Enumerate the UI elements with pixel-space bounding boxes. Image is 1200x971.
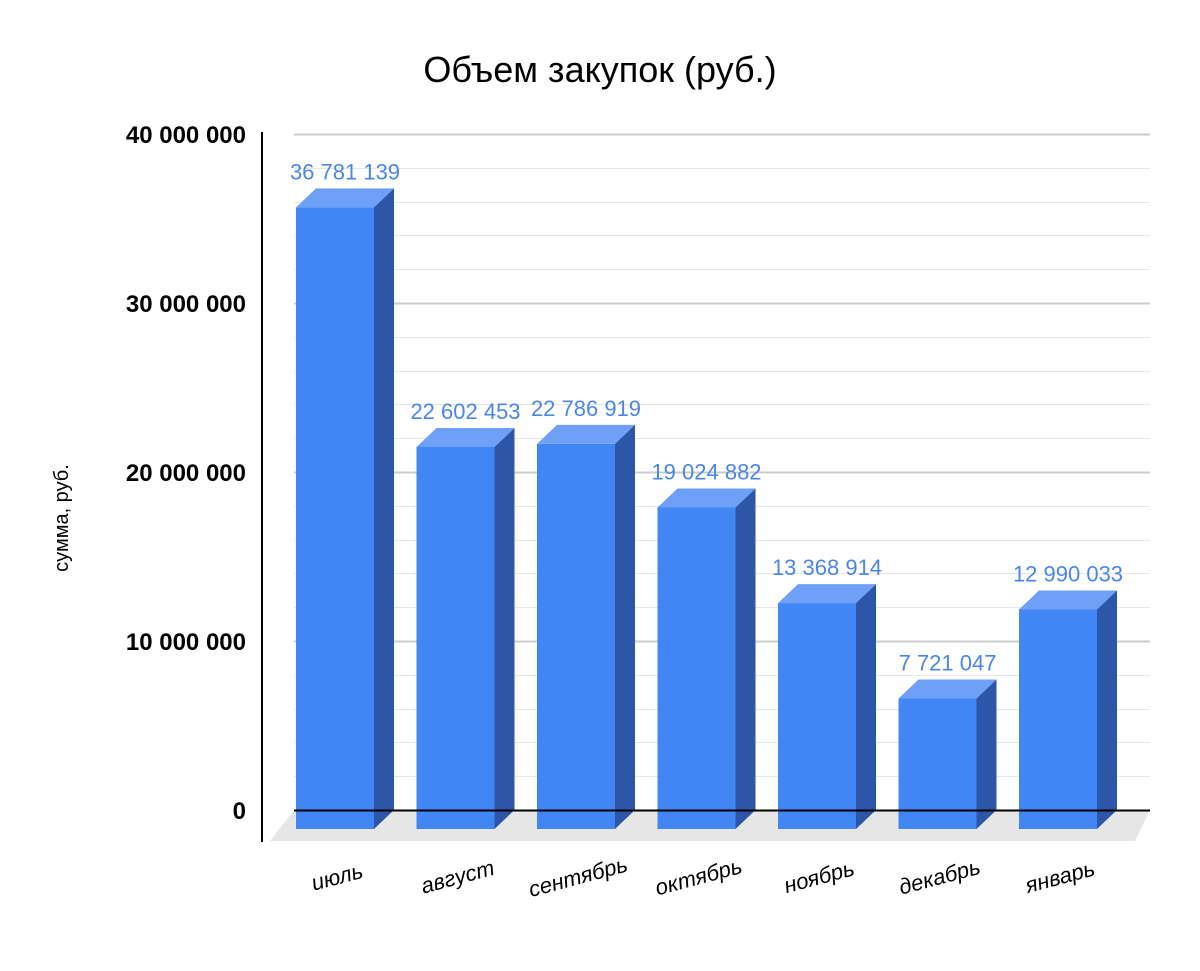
bar-front	[296, 207, 374, 830]
bar-side	[374, 188, 394, 830]
bar-front	[657, 507, 736, 829]
x-tick-label: июль	[309, 858, 366, 896]
y-ticks: 0 10 000 000 20 000 000 30 000 000 40 000 00…	[126, 122, 246, 825]
bar-side	[615, 424, 635, 829]
bar-top	[778, 584, 876, 604]
bar-6	[898, 679, 997, 829]
y-tick-label: 30 000 000	[126, 291, 246, 318]
y-tick-label: 40 000 000	[126, 122, 246, 149]
bar-front	[537, 443, 615, 829]
y-axis-label: сумма, руб.	[51, 464, 73, 572]
data-label: 19 024 882	[651, 459, 761, 484]
x-tick-label: август	[418, 855, 497, 899]
x-ticks: июль август сентябрь октябрь ноябрь декабрь ян…	[309, 852, 1098, 902]
data-label: 22 786 919	[531, 396, 641, 421]
data-label: 22 602 453	[410, 399, 520, 424]
bar-top	[898, 679, 997, 699]
bar-side	[494, 428, 515, 829]
y-tick-label: 10 000 000	[126, 629, 246, 656]
bar-7	[1019, 590, 1117, 829]
bar-top	[537, 424, 635, 444]
y-tick-label: 0	[233, 798, 246, 825]
bars	[296, 188, 1117, 830]
data-labels: 36 781 139 22 602 453 22 786 919 19 024 882…	[290, 159, 1123, 675]
data-label: 13 368 914	[772, 555, 882, 580]
bar-4	[657, 488, 756, 829]
bar-front	[898, 698, 977, 829]
x-tick-label: сентябрь	[526, 852, 630, 902]
bar-top	[416, 428, 515, 448]
x-tick-label: ноябрь	[781, 855, 857, 898]
x-tick-label: декабрь	[896, 854, 983, 900]
y-tick-label: 20 000 000	[126, 460, 246, 487]
bar-top	[657, 488, 756, 508]
bar-5	[778, 584, 876, 829]
bar-side	[856, 584, 876, 829]
x-tick-label: октябрь	[652, 853, 744, 900]
bar-side	[1097, 590, 1117, 829]
data-label: 36 781 139	[290, 159, 400, 184]
bar-top	[296, 188, 394, 208]
bar-top	[1019, 590, 1117, 610]
bar-front	[416, 447, 495, 829]
x-tick-label: январь	[1022, 856, 1098, 899]
data-label: 12 990 033	[1013, 561, 1123, 586]
bar-side	[976, 679, 997, 829]
axes	[261, 132, 1150, 842]
bar-side	[735, 488, 756, 829]
chart-title: Объем закупок (руб.)	[423, 49, 776, 90]
bar-2	[416, 428, 515, 829]
bar-3	[537, 424, 635, 829]
bar-front	[778, 603, 856, 829]
bar-front	[1019, 609, 1097, 829]
bar-1	[296, 188, 394, 830]
data-label: 7 721 047	[899, 651, 997, 676]
